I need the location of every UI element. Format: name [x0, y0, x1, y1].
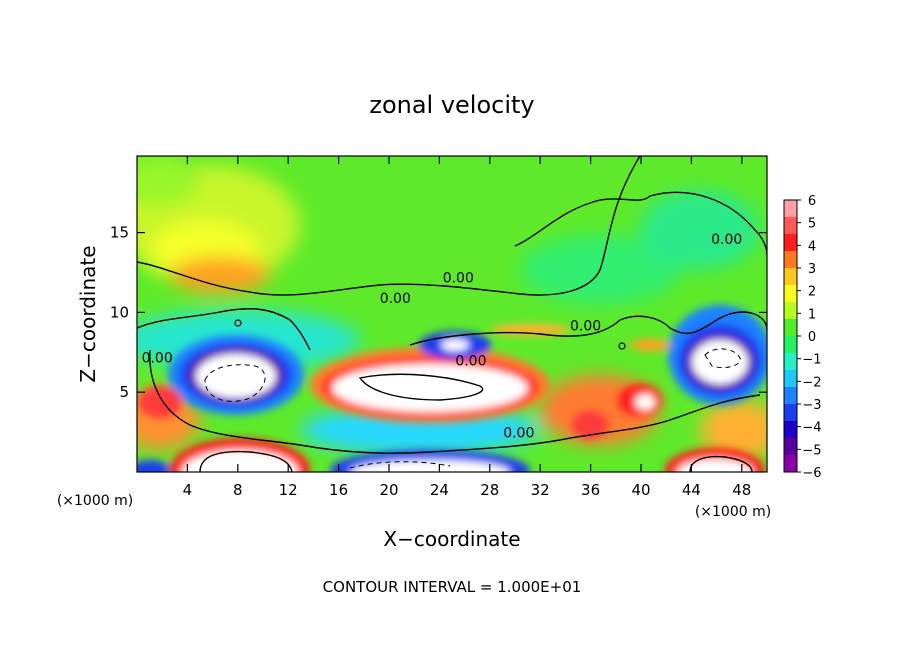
colorbar-tick-label: 3: [808, 262, 816, 277]
colorbar-swatch: [784, 438, 797, 456]
y-tick-label: 15: [110, 224, 129, 242]
colorbar-tick-label: 0: [808, 330, 816, 345]
colorbar-swatch: [784, 234, 797, 252]
colorbar-tick-label: 1: [808, 307, 816, 322]
colorbar-tick-label: 6: [808, 194, 816, 209]
colorbar: 6 5 4 3 2 1 0 −1 −2 −3 −4 −5 −6: [783, 194, 822, 481]
y-tick-label: 5: [119, 383, 129, 401]
y-axis-label: Z−coordinate: [76, 245, 100, 382]
y-tick-label: 10: [110, 303, 129, 321]
x-tick-label: 20: [379, 481, 398, 499]
contour-labels: 0.00 0.00 0.00 0.00 0.00 0.00 0.00: [142, 232, 743, 441]
contour-label: 0.00: [503, 425, 534, 441]
colorbar-swatch: [784, 455, 797, 473]
y-axis: 5 10 15: [110, 224, 767, 401]
colorbar-swatch: [784, 404, 797, 422]
x-unit-label: (×1000 m): [695, 504, 771, 520]
heatmap-field: [137, 156, 767, 472]
colorbar-swatch: [784, 387, 797, 405]
x-axis: 4 8 12 16 20 24 28 32 36 40 44 48: [183, 156, 751, 499]
x-tick-label: 36: [581, 481, 600, 499]
colorbar-tick-label: −1: [802, 353, 821, 368]
contour-label: 0.00: [142, 350, 173, 366]
x-tick-label: 12: [279, 481, 298, 499]
colorbar-tick-label: −5: [802, 443, 821, 458]
colorbar-tick-label: −6: [802, 466, 821, 481]
colorbar-swatch: [784, 370, 797, 388]
x-tick-label: 44: [682, 481, 701, 499]
x-tick-label: 8: [233, 481, 243, 499]
x-tick-label: 40: [631, 481, 650, 499]
plot-frame: [136, 155, 768, 473]
colorbar-swatch: [784, 319, 797, 337]
colorbar-swatch: [784, 200, 797, 218]
contour-label: 0.00: [443, 270, 474, 286]
colorbar-swatch: [784, 421, 797, 439]
colorbar-swatch: [784, 302, 797, 320]
contour-label: 0.00: [455, 353, 486, 369]
colorbar-tick-label: −4: [802, 421, 821, 436]
z-unit-label: (×1000 m): [57, 493, 133, 509]
contour-label: 0.00: [570, 318, 601, 334]
colorbar-swatch: [784, 285, 797, 303]
contour-interval-note: CONTOUR INTERVAL = 1.000E+01: [323, 578, 582, 596]
colorbar-swatch: [784, 336, 797, 354]
colorbar-swatch: [784, 268, 797, 286]
x-tick-label: 28: [480, 481, 499, 499]
colorbar-swatch: [784, 353, 797, 371]
colorbar-swatch: [784, 251, 797, 269]
colorbar-tick-label: 4: [808, 239, 816, 254]
x-tick-label: 4: [183, 481, 193, 499]
colorbar-swatch: [784, 217, 797, 235]
contour-label: 0.00: [711, 232, 742, 248]
chart-title: zonal velocity: [369, 91, 534, 119]
x-tick-label: 16: [329, 481, 348, 499]
x-tick-label: 48: [732, 481, 751, 499]
colorbar-tick-label: −3: [802, 398, 821, 413]
colorbar-tick-label: 5: [808, 217, 816, 232]
x-tick-label: 24: [430, 481, 449, 499]
x-axis-label: X−coordinate: [383, 527, 520, 551]
x-tick-label: 32: [531, 481, 550, 499]
colorbar-tick-label: −2: [802, 375, 821, 390]
contour-label: 0.00: [380, 291, 411, 307]
colorbar-tick-label: 2: [808, 285, 816, 300]
